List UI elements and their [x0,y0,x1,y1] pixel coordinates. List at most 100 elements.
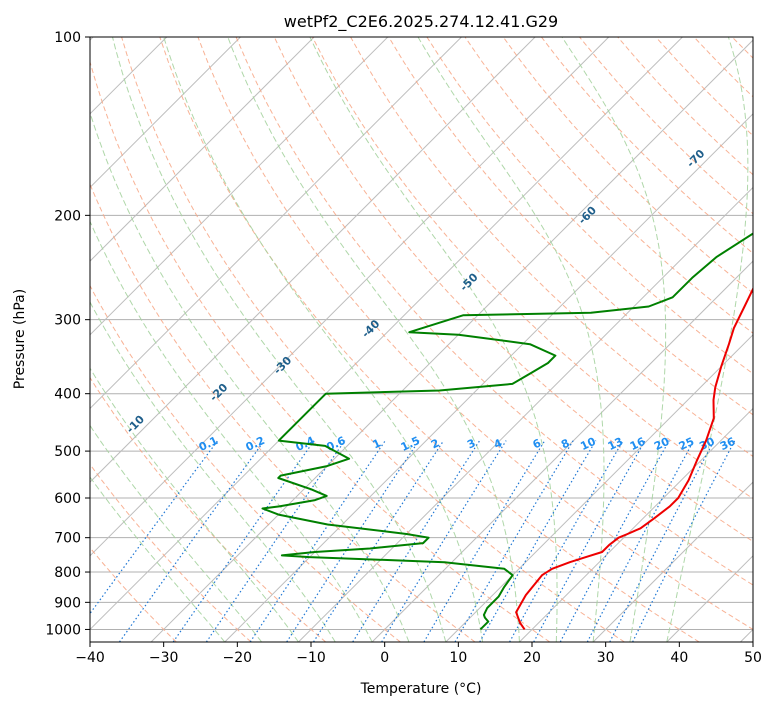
isotherm-line [740,628,753,642]
moist-adiabat-line [561,37,667,642]
mixing-ratio-line [312,440,445,642]
mixing-ratio-lines [90,440,736,642]
mixing-ratio-line [381,440,507,642]
isotherm-line [224,113,753,642]
dry-adiabat-line [90,284,401,642]
moist-adiabat-line [666,37,749,642]
dry-adiabat-line [90,376,327,642]
mixing-ratio-label: 13 [606,435,625,453]
dry-adiabat-line [90,60,551,642]
mixing-ratio-label: 3 [465,436,477,451]
y-tick-label: 700 [54,531,81,547]
dry-adiabat-line [235,37,753,586]
y-tick-label: 1000 [45,622,81,638]
x-tick-label: 30 [597,650,615,666]
isotherm-line [445,334,753,642]
chart-title: wetPf2_C2E6.2025.274.12.41.G29 [284,12,558,32]
y-tick-label: 400 [54,387,81,403]
moist-adiabat-line [90,367,299,642]
dewpoint-profile-line [261,232,753,631]
y-tick-label: 900 [54,595,81,611]
dry-adiabat-line [655,37,753,137]
moist-adiabat-line [163,37,484,642]
dry-adiabat-label: -60 [576,204,599,227]
dry-adiabats [90,37,775,642]
plot-frame [89,36,754,643]
mixing-ratio-line [172,440,315,642]
dry-adiabat-line [90,546,177,642]
dry-adiabat-line [311,37,753,500]
isotherm-line [90,37,241,189]
isotherm-line [666,555,753,642]
y-tick-label: 100 [54,30,81,46]
mixing-ratio-label: 2 [429,436,441,451]
y-tick-label: 200 [54,208,81,224]
y-tick-label: 300 [54,313,81,329]
dry-adiabat-line [197,37,753,630]
x-tick-label: −20 [223,650,253,666]
dry-adiabat-line [350,37,753,458]
mixing-ratio-line [423,440,546,642]
isotherm-line [90,37,683,631]
dry-adiabat-line [159,37,700,642]
y-tick-label: 500 [54,444,81,460]
mixing-ratio-line [509,440,624,642]
mixing-ratio-label: 4 [492,436,505,451]
isotherm-line [90,37,315,262]
x-tick-label: 10 [449,650,467,666]
mixing-ratio-line [90,440,219,615]
dry-adiabat-line [273,37,753,543]
mixing-ratio-label: 36 [718,435,738,453]
mixing-ratio-line [632,440,736,642]
moist-adiabat-line [90,476,226,642]
y-tick-label: 600 [54,491,81,507]
dry-adiabat-line [464,37,753,334]
dry-adiabat-line [90,463,252,642]
moist-adiabat-line [309,37,558,642]
moist-adiabat-line [90,301,336,642]
moist-adiabat-line [112,37,447,642]
isotherm-line [371,260,753,642]
isotherm-line [90,37,536,483]
y-axis-ticks: 100 200 300 400 500 600 700 800 900 1000 [45,30,90,638]
moist-adiabat-line [90,220,373,642]
isotherm-line [519,407,753,642]
isotherm-line [90,37,462,410]
isotherm-line [592,481,753,642]
mixing-ratio-line [454,440,574,642]
isotherm-line [90,37,389,336]
dry-adiabat-line [693,37,753,98]
x-tick-label: 0 [380,650,389,666]
mixing-ratio-line [119,440,265,642]
mixing-ratio-label: 16 [628,435,648,453]
moist-adiabats [90,37,749,642]
x-tick-label: −40 [75,650,105,666]
mixing-ratio-line [586,440,695,642]
dry-adiabat-line [770,37,775,642]
dry-adiabat-line [388,37,753,416]
x-tick-label: 40 [670,650,688,666]
dry-adiabat-line [121,37,625,642]
mixing-ratio-line [559,440,670,642]
temperature-profile-line [515,286,753,630]
dry-adiabat-label: 0 [67,463,82,478]
dry-adiabat-line [617,37,753,176]
mixing-ratio-line [479,440,597,642]
pressure-gridlines [90,37,753,630]
mixing-ratio-label: 6 [531,436,544,451]
x-tick-label: 50 [744,650,762,666]
x-axis-label: Temperature (°C) [360,681,482,697]
mixing-ratio-label: 25 [677,435,696,453]
mixing-ratio-line [533,440,646,642]
mixing-ratio-label: 10 [578,435,598,453]
profile-series [261,232,753,631]
dry-adiabat-label: -70 [684,147,707,170]
dry-adiabat-label: -20 [207,381,230,404]
dry-adiabat-line [90,182,476,642]
moist-adiabat-line [227,37,520,642]
y-axis-label: Pressure (hPa) [12,289,28,389]
isotherm-line [90,37,610,557]
mixing-ratio-label: 20 [652,435,672,453]
mixing-ratio-label: 1 [371,436,383,451]
x-tick-label: 20 [523,650,541,666]
